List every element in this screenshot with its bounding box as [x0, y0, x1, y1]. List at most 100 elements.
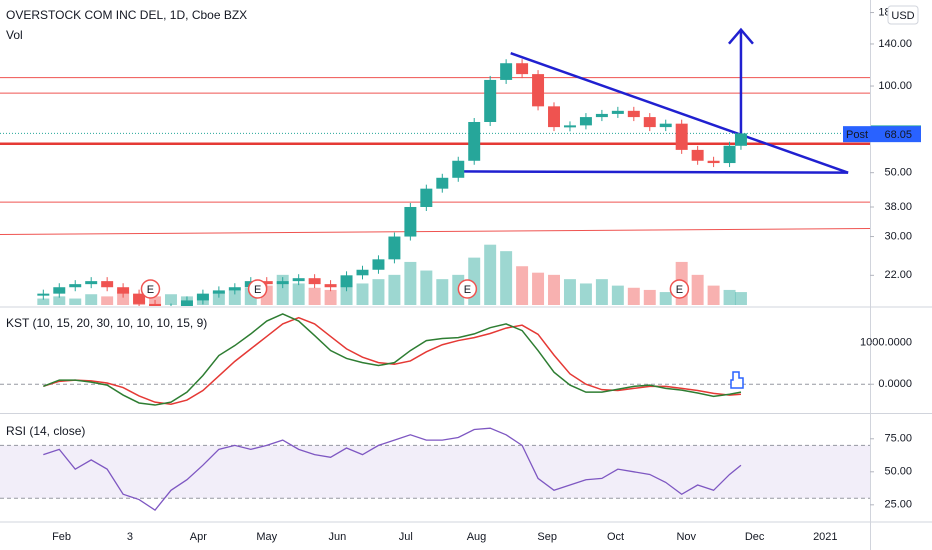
volume-label: Vol — [6, 28, 23, 42]
volume-bar — [548, 274, 560, 305]
x-tick-label: Sep — [537, 531, 557, 543]
x-tick-label: 2021 — [813, 531, 837, 543]
volume-bar — [707, 285, 720, 305]
candle — [180, 300, 193, 306]
volume-bar — [212, 292, 225, 305]
indicator-line — [43, 427, 742, 511]
earnings-marker — [669, 279, 690, 299]
volume-bar — [85, 294, 98, 305]
volume-bar — [53, 296, 66, 305]
kst-title: KST (10, 15, 20, 30, 10, 10, 10, 15, 9) — [6, 316, 207, 330]
candle — [734, 133, 747, 146]
volume-bar — [611, 285, 624, 305]
candle — [340, 275, 353, 288]
candle — [563, 125, 576, 128]
candle — [723, 145, 736, 164]
volume-bar — [69, 298, 82, 305]
y-tick-label: 140.00 — [878, 38, 912, 50]
y-tick-label: 22.00 — [884, 269, 912, 281]
candle — [643, 117, 656, 128]
volume-bar — [643, 289, 656, 305]
volume-bar — [500, 251, 513, 305]
price-tag — [871, 126, 921, 143]
volume-bar — [276, 274, 289, 305]
chart-title: OVERSTOCK COM INC DEL, 1D, Cboe BZX — [6, 8, 247, 22]
candle — [436, 177, 449, 189]
x-tick-label: Oct — [607, 531, 624, 543]
x-tick-label: Nov — [676, 531, 696, 543]
volume-bar — [579, 283, 592, 305]
volume-bar — [420, 270, 433, 305]
volume-bar — [691, 274, 704, 305]
x-tick-label: Feb — [52, 531, 71, 543]
trend-line — [453, 170, 849, 174]
volume-bar — [734, 292, 747, 305]
volume-bar — [436, 279, 449, 305]
candle — [611, 110, 624, 114]
volume-bar — [532, 272, 545, 305]
y-tick-label: 100.00 — [878, 80, 912, 92]
volume-bar — [563, 279, 576, 305]
kst-pane — [0, 313, 870, 406]
earnings-marker — [457, 279, 478, 299]
candle — [452, 160, 465, 178]
candle — [691, 149, 704, 161]
volume-bar — [244, 287, 257, 305]
indicator-line — [43, 313, 742, 406]
candle — [404, 206, 417, 237]
candle — [468, 121, 481, 161]
rsi-band — [0, 445, 870, 499]
candle — [548, 106, 560, 128]
candle — [484, 79, 497, 122]
candle — [101, 281, 114, 288]
volume-bar — [228, 289, 241, 305]
volume-bar — [659, 292, 672, 305]
volume-bar — [595, 279, 608, 305]
volume-bar — [308, 287, 321, 305]
candle — [196, 293, 209, 301]
earnings-label: E — [254, 284, 261, 296]
volume-bar — [372, 279, 385, 305]
y-tick-label: 38.00 — [884, 201, 912, 213]
rsi-title: RSI (14, close) — [6, 424, 85, 438]
x-tick-label: Jun — [329, 531, 347, 543]
candle — [595, 113, 608, 118]
candle — [372, 259, 385, 270]
candle — [659, 123, 672, 128]
candle — [579, 117, 592, 126]
x-tick-label: 3 — [127, 531, 133, 543]
x-tick-label: Dec — [745, 531, 765, 543]
candle — [149, 303, 162, 306]
candle — [37, 293, 50, 296]
x-tick-label: Aug — [467, 531, 487, 543]
candle — [228, 287, 241, 291]
volume-bar — [516, 266, 529, 305]
candle — [675, 123, 688, 150]
earnings-marker — [140, 279, 161, 299]
trend-line — [0, 227, 870, 235]
price-tag-prefix-label: Post — [846, 129, 868, 141]
volume-bar — [37, 298, 50, 305]
x-tick-label: Apr — [190, 531, 207, 543]
currency-badge — [887, 5, 919, 25]
earnings-label: E — [147, 284, 154, 296]
rsi-pane — [0, 427, 870, 511]
y-tick-label: 0.0000 — [878, 378, 912, 390]
y-tick-label: 50.00 — [884, 466, 912, 478]
candle — [500, 63, 513, 80]
volume-bar — [101, 296, 114, 305]
x-tick-label: May — [256, 531, 277, 543]
volume-bar — [117, 292, 130, 305]
earnings-marker — [247, 279, 268, 299]
y-tick-label: 30.00 — [884, 230, 912, 242]
volume-bar — [388, 274, 401, 305]
candle — [117, 287, 130, 294]
candle — [308, 278, 321, 285]
price-tag-prefix — [843, 126, 871, 143]
price-tag-label: 68.05 — [884, 129, 912, 141]
currency-label: USD — [891, 10, 914, 22]
y-tick-label: 1000.0000 — [860, 337, 912, 349]
pointer-icon — [730, 371, 744, 389]
volume-bar — [404, 261, 417, 305]
